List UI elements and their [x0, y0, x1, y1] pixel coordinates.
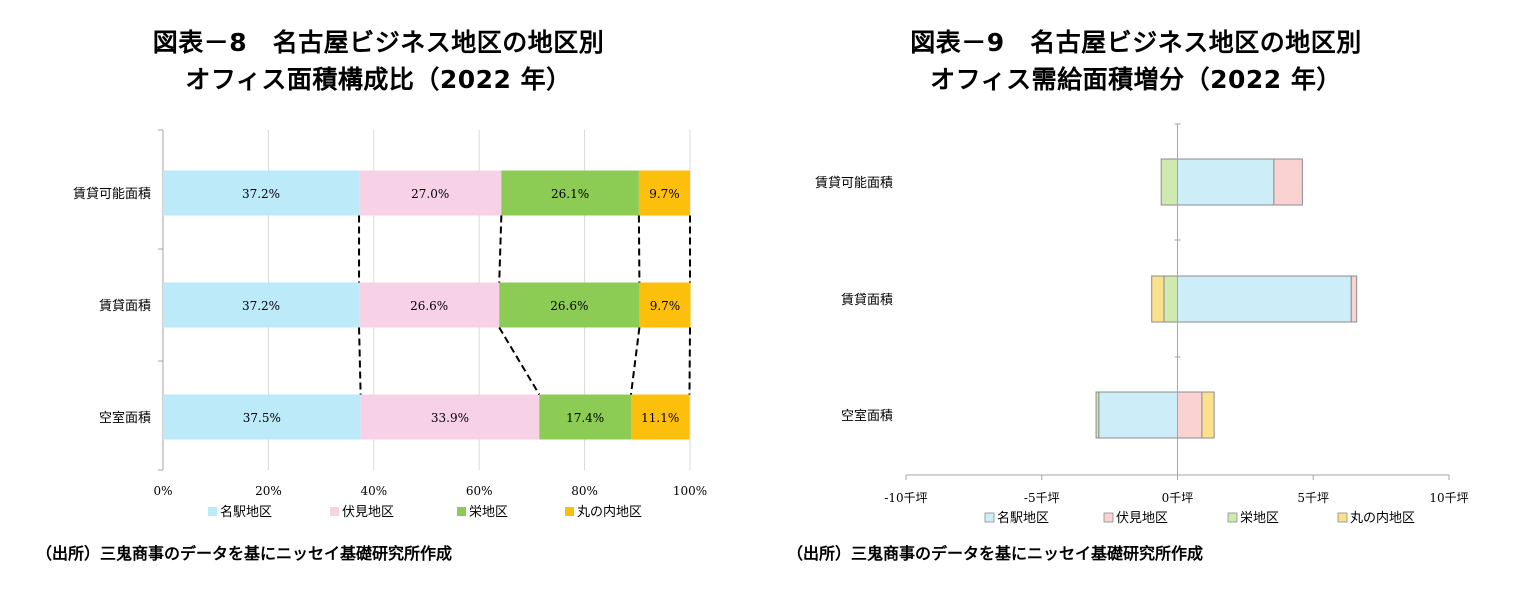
legend-label-meieki: 名駅地区: [997, 510, 1049, 526]
legend-swatch-fushimi: [330, 507, 339, 516]
legend-swatch-marunouchi: [565, 507, 574, 516]
bar-segment-fushimi: [1273, 158, 1303, 206]
chart-subtitle: オフィス面積構成比（2022 年）: [185, 65, 572, 94]
legend-label-sakae: 栄地区: [469, 505, 508, 520]
data-label: 26.1%: [551, 187, 589, 201]
legend-label-sakae: 栄地区: [1240, 511, 1279, 526]
bar-segment-meieki: [163, 394, 361, 440]
legend-label-fushimi: 伏見地区: [1116, 511, 1168, 526]
bar-segment-meieki: [1177, 158, 1275, 206]
chart-title: 図表－9 名古屋ビジネス地区の地区別: [910, 28, 1362, 57]
bar-segment-sakae: [499, 282, 640, 328]
chart-panel-increment: 図表－9 名古屋ビジネス地区の地区別 オフィス需給面積増分（2022 年） -1…: [757, 0, 1515, 602]
data-label: 37.2%: [242, 187, 280, 201]
category-label: 空室面積: [99, 410, 151, 426]
bar-segment-sakae: [1163, 275, 1178, 323]
series-line: [498, 326, 541, 396]
bar-segment-fushimi: [1177, 391, 1203, 439]
x-tick-label: 10千坪: [1429, 491, 1468, 505]
x-tick-label: 60%: [466, 484, 493, 498]
legend-label-marunouchi: 丸の内地区: [577, 504, 642, 520]
bar-segment-marunouchi: [1201, 391, 1215, 439]
x-tick-label: 40%: [360, 484, 387, 498]
bar-segment-sakae: [501, 170, 639, 216]
category-label: 賃貸可能面積: [815, 175, 893, 191]
x-tick-label: 80%: [571, 484, 598, 498]
bar-segment-meieki: [163, 282, 360, 328]
bar-segment-fushimi: [359, 170, 502, 216]
x-tick-label: 20%: [255, 484, 282, 498]
x-tick-label: 100%: [673, 484, 707, 498]
bar-segment-marunouchi: [638, 170, 690, 216]
data-label: 37.5%: [243, 411, 281, 425]
category-label: 空室面積: [841, 408, 893, 424]
composition-chart: 0% 20% 40% 60% 80% 100% 37.2% 27.0% 26.1% 9.7% 賃貸可…: [73, 129, 707, 520]
legend-swatch-marunouchi: [1337, 512, 1348, 523]
bar-segment-meieki: [163, 170, 360, 216]
data-label: 9.7%: [650, 299, 681, 313]
bar-segment-marunouchi: [1151, 275, 1165, 323]
bar-segment-fushimi: [359, 282, 500, 328]
series-line: [688, 327, 691, 395]
category-label: 賃貸可能面積: [73, 186, 151, 202]
data-label: 33.9%: [431, 411, 469, 425]
category-label: 賃貸面積: [841, 292, 893, 308]
legend-label-fushimi: 伏見地区: [342, 505, 394, 520]
source-note: （出所）三鬼商事のデータを基にニッセイ基礎研究所作成: [36, 544, 453, 563]
data-label: 26.6%: [410, 299, 448, 313]
legend-label-marunouchi: 丸の内地区: [1350, 510, 1415, 526]
chart-panel-composition: 図表－8 名古屋ビジネス地区の地区別 オフィス面積構成比（2022 年） 0% 2…: [0, 0, 757, 602]
series-line: [629, 327, 641, 395]
series-line: [637, 215, 641, 283]
x-tick-label: 5千坪: [1297, 491, 1329, 505]
bar-segment-fushimi: [1350, 275, 1358, 323]
bar-segment-marunouchi: [630, 394, 690, 440]
data-label: 11.1%: [641, 411, 679, 425]
chart-title: 図表－8 名古屋ビジネス地区の地区別: [152, 28, 605, 57]
x-tick-label: -10千坪: [884, 491, 927, 505]
legend-label-meieki: 名駅地区: [220, 504, 272, 520]
legend-swatch-fushimi: [1103, 512, 1114, 523]
category-label: 賃貸面積: [99, 298, 151, 314]
bar-segment-marunouchi: [639, 282, 691, 328]
data-label: 9.7%: [649, 187, 680, 201]
bar-segment-fushimi: [360, 394, 540, 440]
legend-swatch-sakae: [457, 507, 466, 516]
series-line: [358, 327, 362, 395]
source-note: （出所）三鬼商事のデータを基にニッセイ基礎研究所作成: [787, 544, 1204, 563]
series-line: [498, 215, 503, 283]
data-label: 26.6%: [550, 299, 588, 313]
x-tick-label: 0千坪: [1162, 491, 1194, 505]
bar-segment-sakae: [539, 394, 631, 440]
data-label: 27.0%: [411, 187, 449, 201]
legend-swatch-sakae: [1227, 512, 1238, 523]
x-tick-label: 0%: [153, 484, 172, 498]
data-label: 37.2%: [242, 299, 280, 313]
legend-swatch-meieki: [984, 512, 995, 523]
x-tick-label: -5千坪: [1024, 491, 1060, 505]
bar-segment-meieki: [1177, 275, 1352, 323]
data-label: 17.4%: [566, 411, 604, 425]
legend-swatch-meieki: [208, 507, 217, 516]
bar-segment-meieki: [1098, 391, 1179, 439]
bar-segment-sakae: [1160, 158, 1178, 206]
chart-subtitle: オフィス需給面積増分（2022 年）: [930, 65, 1342, 94]
bar-segment-sakae: [1095, 391, 1100, 439]
